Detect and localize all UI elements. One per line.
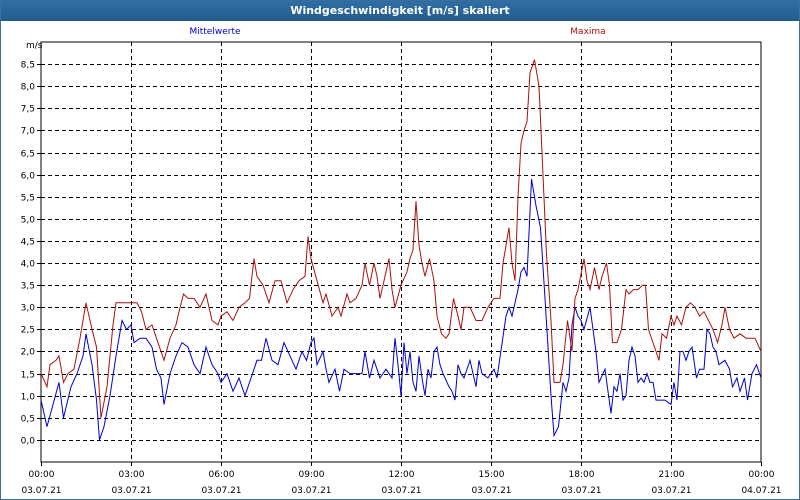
y-tick-label: 7,0 [21, 127, 36, 137]
x-tick-time-label: 12:00 [389, 470, 415, 480]
y-tick-label: 2,5 [21, 326, 35, 336]
x-tick-time-label: 21:00 [659, 470, 685, 480]
x-axis: 00:00 03.07.21 03:00 03.07.21 06:00 03.07.21 0… [21, 462, 782, 496]
x-tick-date-label: 03.07.21 [561, 486, 601, 496]
x-tick-time-label: 03:00 [119, 470, 145, 480]
x-tick-time-label: 18:00 [569, 470, 595, 480]
y-tick-label: 0,5 [21, 415, 35, 425]
grid [41, 42, 761, 462]
y-tick-label: 8,5 [21, 61, 35, 71]
x-tick-date-label: 03.07.21 [111, 486, 151, 496]
y-tick-label: 3,0 [21, 304, 36, 314]
y-tick-label: 6,5 [21, 150, 35, 160]
y-tick-label: 7,5 [21, 105, 35, 115]
series-line-mittelwerte [40, 179, 762, 441]
series-lines [40, 59, 762, 441]
x-tick-date-label: 03.07.21 [291, 486, 331, 496]
window-title: Windgeschwindigkeit [m/s] skaliert [1, 1, 799, 21]
x-tick-time-label: 00:00 [749, 470, 775, 480]
y-tick-label: 1,5 [21, 371, 35, 381]
y-tick-label: 1,0 [21, 393, 36, 403]
y-tick-label: 6,0 [21, 172, 36, 182]
y-tick-label: 5,5 [21, 194, 35, 204]
x-tick-time-label: 15:00 [479, 470, 505, 480]
y-axis-label: m/s [26, 41, 43, 51]
y-tick-label: 4,5 [21, 238, 35, 248]
y-tick-label: 3,5 [21, 282, 35, 292]
y-tick-label: 4,0 [21, 260, 36, 270]
y-axis: 0,0 0,5 1,0 1,5 2,0 2,5 3,0 3,5 4,0 4,5 5,0 5,5 6,0 6… [21, 61, 41, 447]
y-tick-label: 0,0 [21, 437, 36, 447]
x-tick-date-label: 03.07.21 [381, 486, 421, 496]
x-tick-time-label: 06:00 [209, 470, 235, 480]
x-tick-date-label: 03.07.21 [471, 486, 511, 496]
y-tick-label: 2,0 [21, 348, 36, 358]
y-tick-label: 5,0 [21, 216, 36, 226]
series-line-maxima [40, 59, 762, 418]
x-tick-date-label: 04.07.21 [741, 486, 781, 496]
x-tick-time-label: 09:00 [299, 470, 325, 480]
x-tick-date-label: 03.07.21 [21, 486, 61, 496]
legend-mittelwerte: Mittelwerte [189, 27, 240, 37]
legend-maxima: Maxima [570, 27, 605, 37]
x-tick-date-label: 03.07.21 [201, 486, 241, 496]
y-tick-label: 8,0 [21, 83, 36, 93]
x-tick-time-label: 00:00 [29, 470, 55, 480]
x-tick-date-label: 03.07.21 [651, 486, 691, 496]
